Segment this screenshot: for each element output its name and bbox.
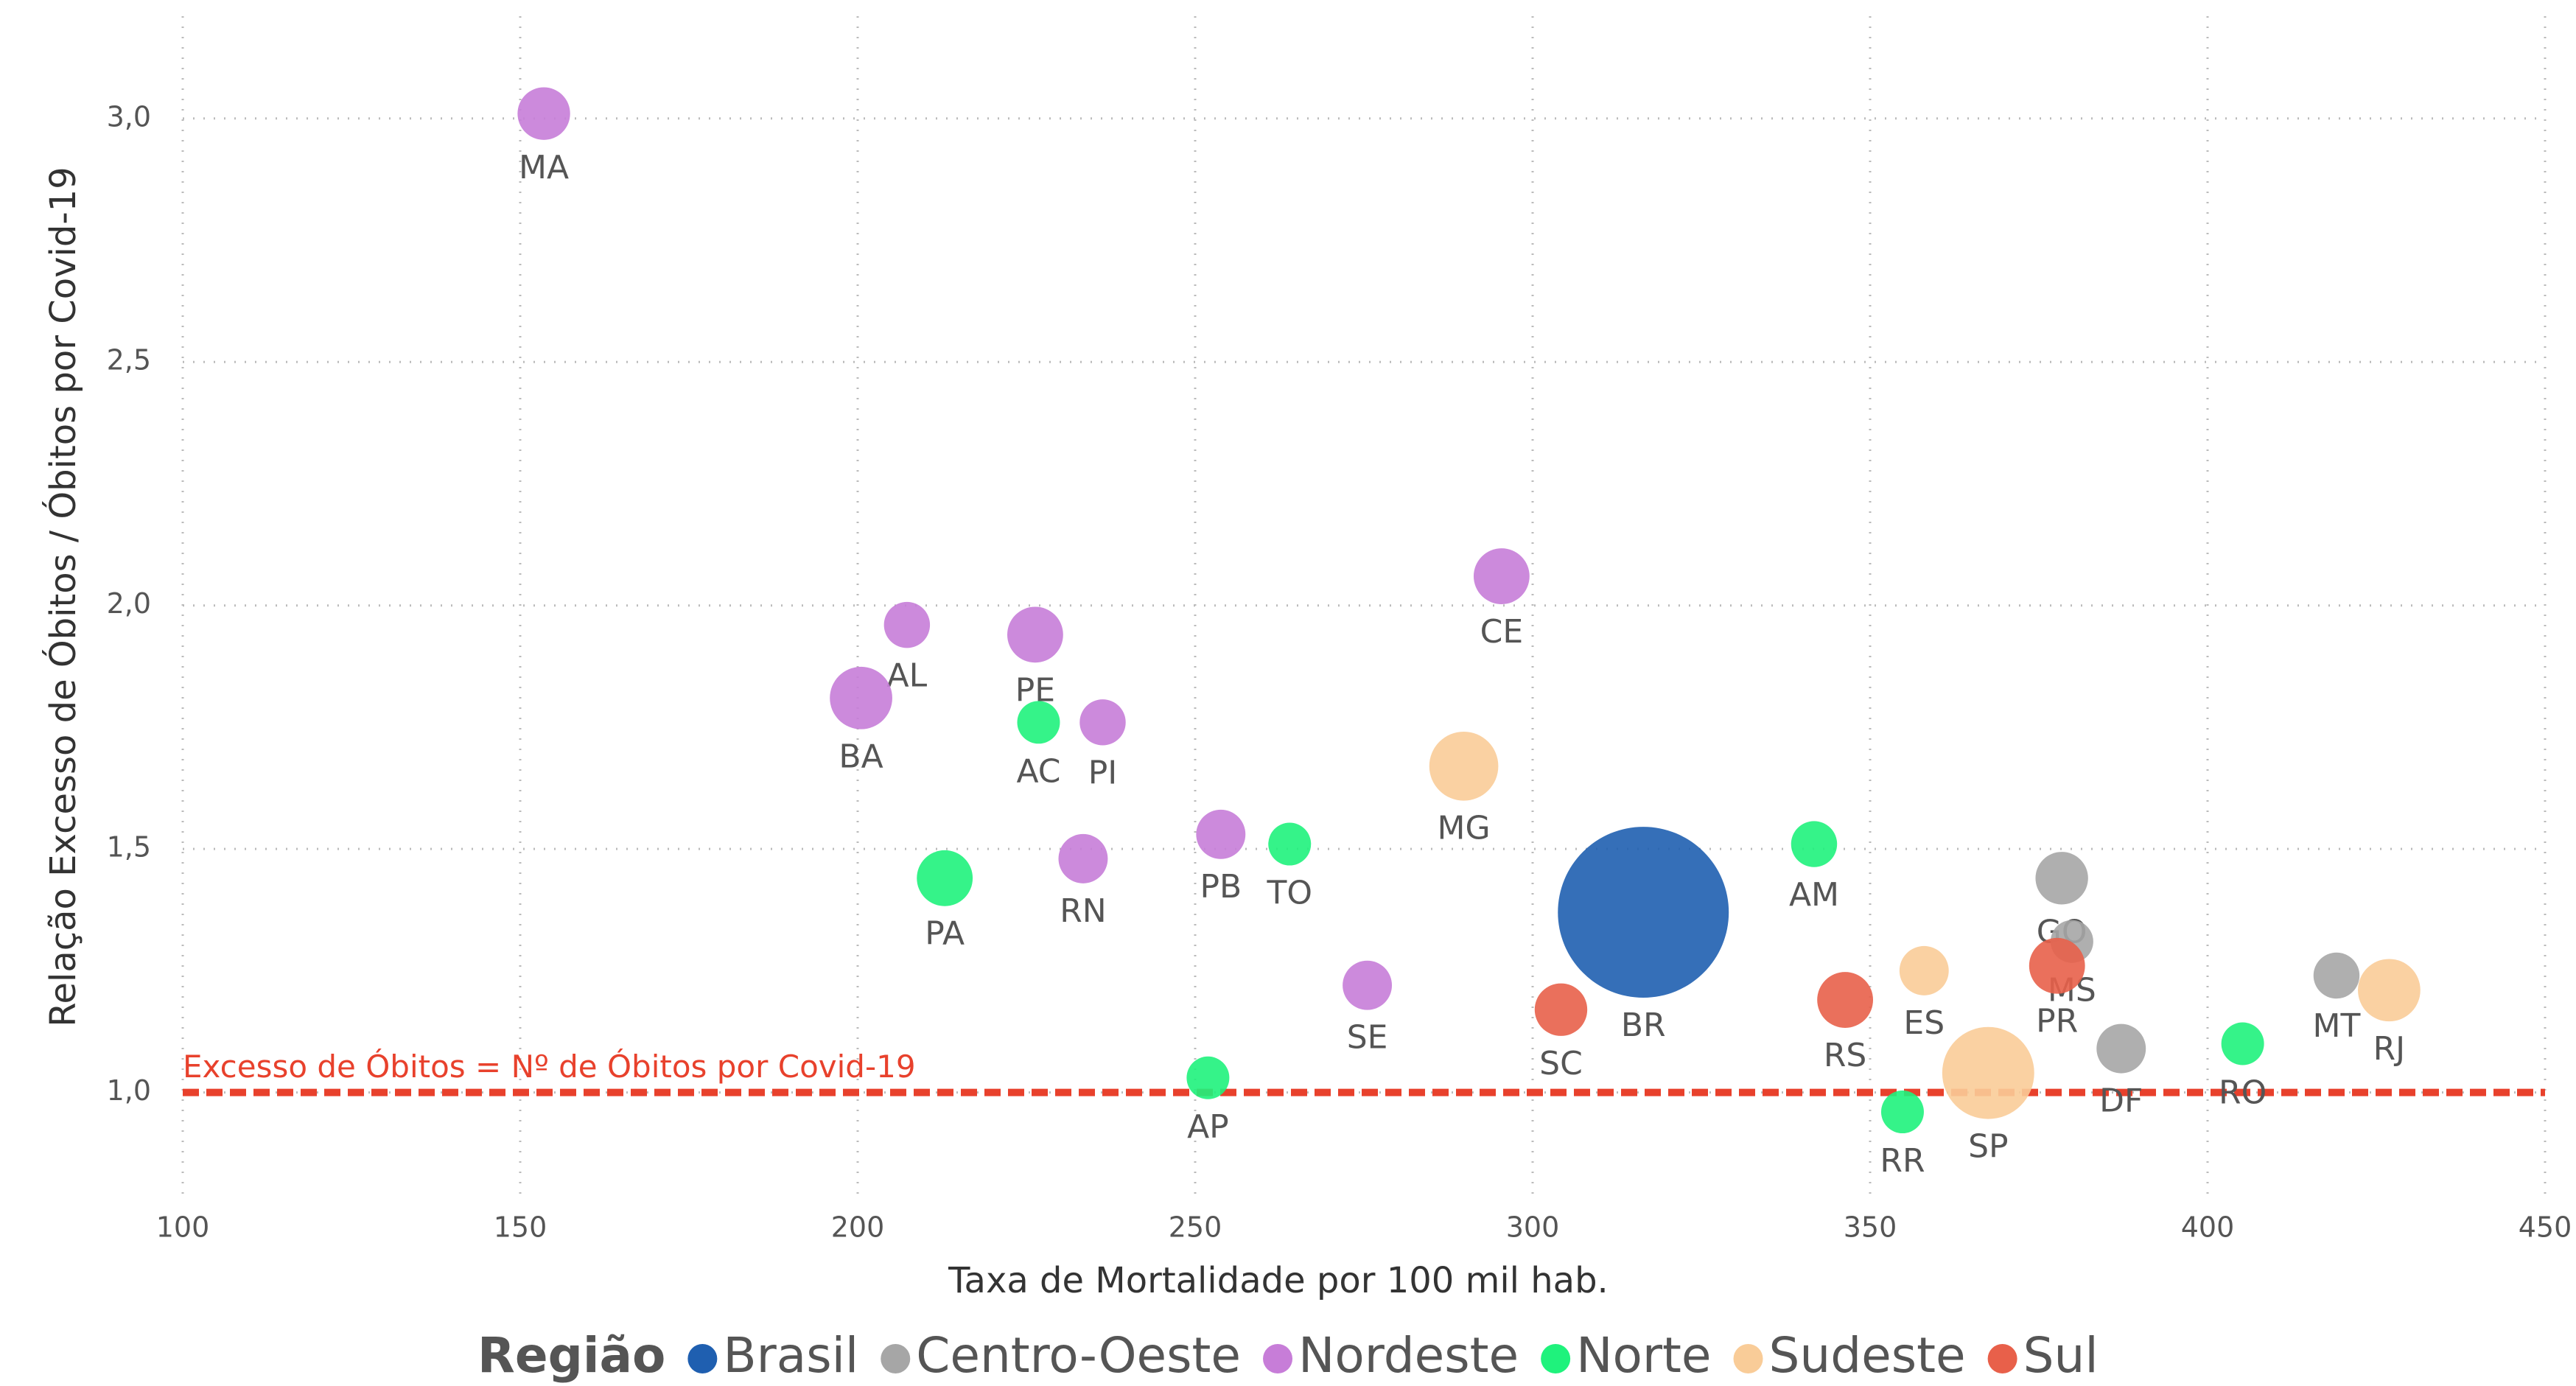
- reference-label: Excesso de Óbitos = Nº de Óbitos por Cov…: [183, 1048, 916, 1085]
- x-tick-label: 100: [156, 1211, 210, 1244]
- point-label: RN: [1060, 892, 1107, 930]
- point-label: MT: [2313, 1007, 2361, 1045]
- bubble: [1186, 1056, 1230, 1099]
- bubble: [1196, 809, 1246, 859]
- legend-title: Região: [477, 1327, 665, 1384]
- legend-label: Sul: [2023, 1327, 2099, 1384]
- bubble: [2221, 1022, 2264, 1065]
- bubble: [2358, 959, 2421, 1022]
- point-label: ES: [1903, 1004, 1945, 1042]
- x-axis-title: Taxa de Mortalidade por 100 mil hab.: [948, 1260, 1609, 1301]
- bubble: [1942, 1026, 2034, 1119]
- y-tick-label: 2,0: [107, 587, 151, 620]
- point-label: PB: [1200, 868, 1242, 906]
- x-tick-label: 350: [1844, 1211, 1897, 1244]
- legend-swatch: [1987, 1344, 2017, 1373]
- point-label: SP: [1968, 1128, 2008, 1166]
- point-label: AM: [1789, 876, 1839, 914]
- y-tick-label: 1,0: [107, 1074, 151, 1107]
- bubble: [1429, 731, 1499, 801]
- x-tick-label: 150: [494, 1211, 547, 1244]
- legend-swatch: [687, 1344, 718, 1373]
- bubble: [1079, 699, 1126, 746]
- bubble: [1817, 972, 1874, 1028]
- legend-swatch: [1733, 1344, 1763, 1373]
- point-label: RS: [1824, 1037, 1867, 1074]
- point-label: AC: [1016, 752, 1060, 790]
- y-tick-label: 1,5: [107, 831, 151, 864]
- legend-swatch: [1263, 1344, 1293, 1373]
- bubble: [517, 87, 570, 140]
- point-label: CE: [1480, 613, 1524, 651]
- x-tick-label: 450: [2519, 1211, 2572, 1244]
- legend-label: Sudeste: [1769, 1327, 1966, 1384]
- x-tick-label: 200: [831, 1211, 885, 1244]
- x-tick-label: 300: [1506, 1211, 1560, 1244]
- point-label: RR: [1880, 1142, 1925, 1180]
- y-axis-title: Relação Excesso de Óbitos / Óbitos por C…: [42, 167, 84, 1026]
- point-label: TO: [1266, 875, 1312, 912]
- point-label: RJ: [2373, 1030, 2406, 1068]
- bubble: [1899, 945, 1949, 995]
- bubble: [1017, 701, 1060, 744]
- bubble: [917, 850, 973, 906]
- bubble: [1558, 827, 1729, 998]
- bubble: [2096, 1023, 2146, 1074]
- bubble: [2029, 937, 2085, 994]
- x-tick-label: 400: [2181, 1211, 2235, 1244]
- point-label: BA: [839, 738, 883, 776]
- bubble: [883, 601, 931, 648]
- y-tick-label: 3,0: [107, 100, 151, 133]
- x-tick-label: 250: [1169, 1211, 1222, 1244]
- point-label: SC: [1539, 1045, 1583, 1082]
- legend-label: Nordeste: [1298, 1327, 1519, 1384]
- bubble: [2035, 852, 2088, 905]
- point-label: PI: [1088, 755, 1118, 792]
- point-label: MG: [1438, 810, 1491, 847]
- bubble: [1880, 1091, 1924, 1134]
- bubble: [1058, 833, 1108, 883]
- bubble: [830, 666, 892, 729]
- legend-swatch: [1541, 1344, 1571, 1373]
- bubble: [1534, 983, 1588, 1036]
- bubble: [1343, 960, 1393, 1010]
- bubble: [1268, 822, 1312, 866]
- point-label: PR: [2036, 1003, 2078, 1040]
- legend-label: Norte: [1576, 1327, 1711, 1384]
- legend-label: Brasil: [723, 1327, 858, 1384]
- y-tick-label: 2,5: [107, 344, 151, 377]
- legend-label: Centro-Oeste: [916, 1327, 1241, 1384]
- point-label: DF: [2099, 1082, 2143, 1120]
- point-label: PA: [925, 915, 965, 953]
- point-label: BR: [1621, 1007, 1666, 1044]
- point-label: MA: [519, 149, 569, 186]
- legend-swatch: [881, 1344, 911, 1373]
- bubble: [2313, 952, 2360, 999]
- point-label: SE: [1347, 1019, 1388, 1057]
- point-label: AP: [1187, 1108, 1229, 1146]
- point-label: RO: [2219, 1074, 2267, 1112]
- bubble: [1791, 821, 1838, 867]
- bubble: [1007, 606, 1063, 663]
- bubble: [1473, 548, 1530, 604]
- point-label: AL: [887, 657, 928, 694]
